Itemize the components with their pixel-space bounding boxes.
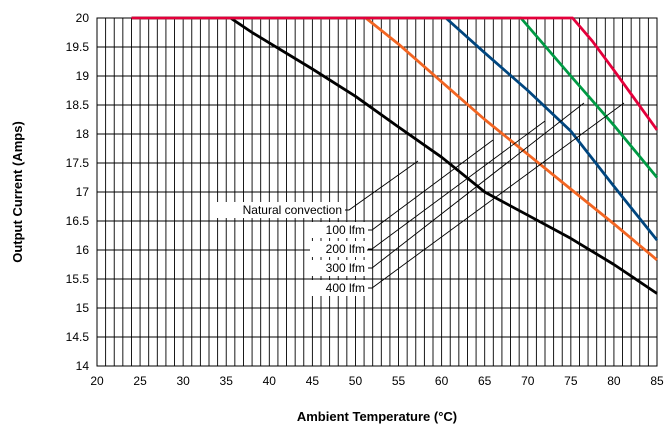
series-lines	[131, 16, 659, 295]
x-tick-label: 85	[650, 374, 664, 388]
y-tick-label: 15	[76, 301, 90, 315]
y-tick-label: 14.5	[66, 330, 90, 344]
series-line-400-lfm	[131, 16, 659, 131]
x-tick-label: 55	[392, 374, 406, 388]
annotation-label: 300 lfm	[326, 261, 365, 275]
y-tick-label: 18.5	[66, 98, 90, 112]
y-tick-label: 17	[76, 185, 90, 199]
x-tick-label: 75	[564, 374, 578, 388]
x-tick-label: 30	[176, 374, 190, 388]
annotation-label-bg	[310, 260, 367, 276]
x-axis-title: Ambient Temperature (°C)	[297, 409, 457, 424]
annotation-label-bg	[310, 241, 367, 257]
annotation-leader-line	[368, 120, 546, 250]
x-tick-label: 60	[435, 374, 449, 388]
y-tick-label: 19	[76, 69, 90, 83]
annotation-leader-line	[368, 102, 625, 289]
series-line-natural-convection	[131, 16, 658, 295]
x-tick-label: 20	[90, 374, 104, 388]
y-tick-label: 15.5	[66, 272, 90, 286]
y-axis-ticks: 14 14.5 15 15.5 16 16.5 17 17.5 18 18.5 19 19.5 20	[66, 11, 90, 373]
y-tick-label: 19.5	[66, 40, 90, 54]
annotation-leader-line	[368, 139, 494, 231]
annotation-label-bg	[310, 280, 367, 296]
annotation-label: 200 lfm	[326, 242, 365, 256]
x-tick-label: 70	[521, 374, 535, 388]
y-axis-title: Output Current (Amps)	[10, 121, 25, 263]
annotations: Natural convection 100 lfm 200 lfm 300 lfm 4…	[210, 102, 625, 296]
y-tick-label: 14	[76, 359, 90, 373]
annotation-leader-line	[368, 102, 585, 269]
x-tick-label: 65	[478, 374, 492, 388]
x-tick-label: 45	[306, 374, 320, 388]
annotation-label: 400 lfm	[326, 281, 365, 295]
x-tick-label: 80	[607, 374, 621, 388]
x-tick-label: 40	[263, 374, 277, 388]
x-tick-label: 25	[133, 374, 147, 388]
y-tick-label: 17.5	[66, 156, 90, 170]
y-tick-label: 16.5	[66, 214, 90, 228]
annotation-label: Natural convection	[243, 203, 342, 217]
plot-grid	[96, 17, 658, 367]
x-tick-label: 35	[220, 374, 234, 388]
annotation-label-bg	[310, 222, 367, 238]
x-tick-label: 50	[349, 374, 363, 388]
annotation-leader-line	[345, 160, 419, 211]
annotation-label-bg	[210, 202, 344, 218]
y-tick-label: 16	[76, 243, 90, 257]
series-line-100-lfm	[131, 16, 658, 261]
x-axis-ticks: 20 25 30 35 40 45 50 55 60 65 70 75 80 85	[90, 374, 664, 388]
y-tick-label: 20	[76, 11, 90, 25]
annotation-label: 100 lfm	[326, 223, 365, 237]
y-tick-label: 18	[76, 127, 90, 141]
